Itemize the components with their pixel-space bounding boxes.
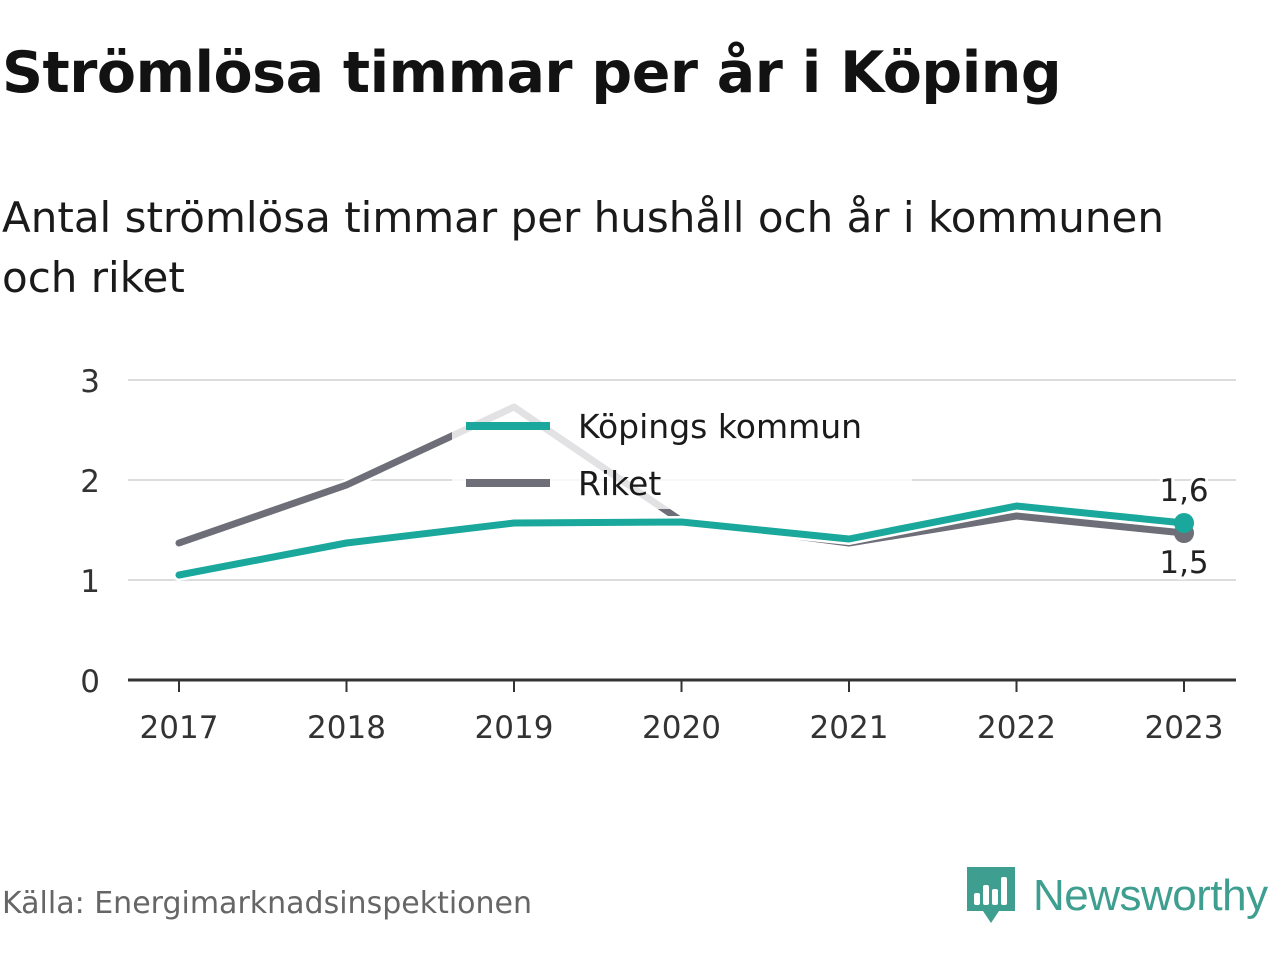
y-tick-label: 2 — [80, 464, 100, 500]
newsworthy-logo-icon — [967, 867, 1015, 923]
x-tick-label: 2022 — [977, 710, 1056, 746]
x-tick-label: 2018 — [307, 710, 386, 746]
chart-title: Strömlösa timmar per år i Köping — [2, 40, 1062, 106]
chart-subtitle: Antal strömlösa timmar per hushåll och å… — [2, 193, 1164, 302]
legend-label: Köpings kommun — [578, 407, 862, 446]
x-tick-label: 2023 — [1145, 710, 1224, 746]
brand-logo: Newsworthy — [965, 864, 1268, 928]
x-tick-label: 2020 — [642, 710, 721, 746]
series-line — [175, 502, 1188, 579]
legend-background — [452, 397, 912, 509]
line-chart: 0 1 2 3 2017 2018 2019 2020 2021 2022 2023 1,6 1,5 Kö… — [80, 364, 1236, 746]
data-label: 1,6 — [1159, 473, 1208, 509]
series-end-point — [1174, 513, 1194, 533]
y-tick-label: 3 — [80, 364, 100, 400]
source-note: Källa: Energimarknadsinspektionen — [2, 886, 533, 921]
x-tick-label: 2017 — [140, 710, 219, 746]
y-tick-label: 0 — [80, 664, 100, 700]
y-tick-label: 1 — [80, 564, 100, 600]
brand-name: Newsworthy — [1033, 871, 1268, 920]
x-tick-label: 2021 — [810, 710, 889, 746]
data-label: 1,5 — [1159, 545, 1208, 581]
legend-label: Riket — [578, 464, 661, 503]
x-tick-label: 2019 — [475, 710, 554, 746]
